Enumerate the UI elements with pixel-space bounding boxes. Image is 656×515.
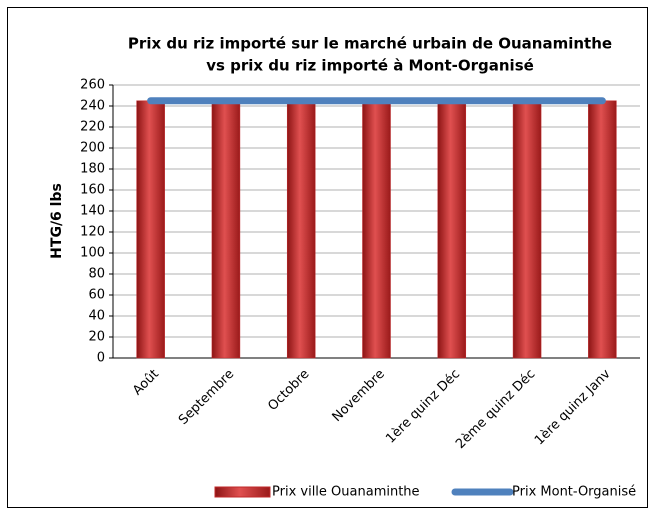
legend-swatch [214, 486, 271, 498]
y-tick-label: 180 [80, 162, 105, 177]
y-tick-label: 20 [88, 330, 105, 345]
y-tick-label: 140 [80, 204, 105, 219]
bar [136, 100, 165, 359]
y-tick-label: 240 [80, 99, 105, 114]
y-tick-label: 40 [88, 309, 105, 324]
bar [286, 100, 316, 359]
bar [211, 100, 241, 359]
y-tick-label: 60 [88, 288, 105, 303]
bar [512, 100, 542, 359]
y-tick-label: 200 [80, 141, 105, 156]
bar [437, 100, 467, 359]
legend-label: Prix ville Ouanaminthe [272, 485, 420, 500]
y-tick-label: 80 [88, 267, 105, 282]
chart-title: Prix du riz importé sur le marché urbain… [128, 35, 612, 53]
bar [362, 100, 391, 359]
y-tick-label: 0 [97, 351, 105, 366]
legend-label: Prix Mont-Organisé [512, 485, 636, 500]
bar [588, 100, 617, 359]
chart-title: vs prix du riz importé à Mont-Organisé [206, 57, 534, 75]
y-tick-label: 220 [80, 120, 105, 135]
y-tick-label: 120 [80, 225, 105, 240]
y-tick-label: 100 [80, 246, 105, 261]
y-tick-label: 260 [80, 78, 105, 93]
y-axis-label: HTG/6 lbs [49, 183, 65, 259]
y-tick-label: 160 [80, 183, 105, 198]
